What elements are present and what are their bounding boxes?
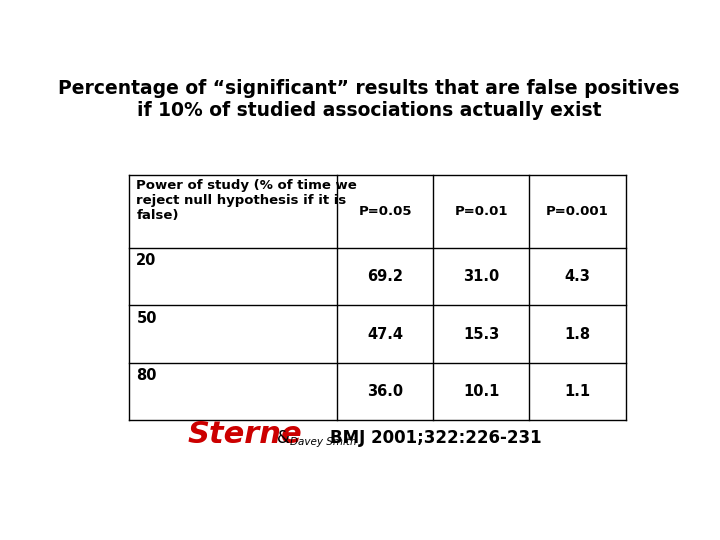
Text: Davey Smith: Davey Smith (289, 437, 356, 447)
Text: P=0.05: P=0.05 (359, 205, 412, 218)
Text: 1.8: 1.8 (564, 327, 590, 341)
Text: 20: 20 (136, 253, 157, 268)
Text: 15.3: 15.3 (463, 327, 500, 341)
Text: 47.4: 47.4 (367, 327, 403, 341)
Text: &: & (277, 429, 290, 447)
Text: 1.1: 1.1 (564, 384, 590, 399)
Text: 31.0: 31.0 (463, 269, 500, 284)
Text: 10.1: 10.1 (463, 384, 500, 399)
Text: 4.3: 4.3 (564, 269, 590, 284)
Text: Power of study (% of time we
reject null hypothesis if it is
false): Power of study (% of time we reject null… (136, 179, 357, 222)
Text: 50: 50 (136, 310, 157, 326)
Text: P=0.001: P=0.001 (546, 205, 609, 218)
Text: P=0.01: P=0.01 (454, 205, 508, 218)
Text: 69.2: 69.2 (367, 269, 403, 284)
Text: Percentage of “significant” results that are false positives
if 10% of studied a: Percentage of “significant” results that… (58, 79, 680, 120)
Text: Sterne: Sterne (188, 421, 302, 449)
Text: 36.0: 36.0 (367, 384, 403, 399)
Text: BMJ 2001;322:226-231: BMJ 2001;322:226-231 (330, 429, 541, 447)
Text: 80: 80 (136, 368, 157, 383)
